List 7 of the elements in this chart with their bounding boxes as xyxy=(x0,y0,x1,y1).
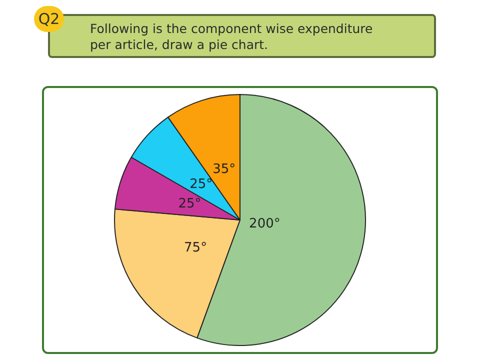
data-label: 25° xyxy=(190,176,213,192)
data-label: 25° xyxy=(178,196,202,212)
data-label: 75° xyxy=(184,240,208,256)
text: Q2 xyxy=(34,6,64,32)
data-label: 200° xyxy=(249,216,280,232)
data-label: 35° xyxy=(212,162,236,178)
chart-title: Following is the component wise expenditure per article, draw a pie chart. xyxy=(90,21,374,53)
